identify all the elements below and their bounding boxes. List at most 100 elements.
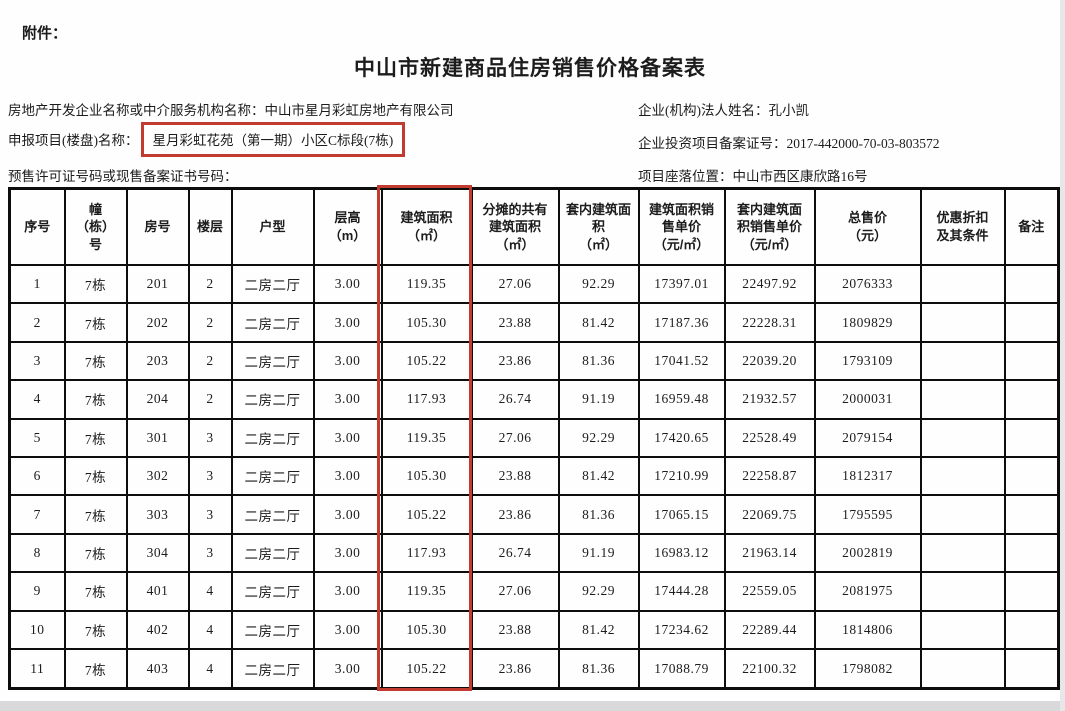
table-cell: 4	[187, 571, 233, 612]
meta-developer-label: 房地产开发企业名称或中介服务机构名称：	[8, 103, 265, 118]
table-cell	[1003, 648, 1060, 690]
table-cell: 3.00	[312, 609, 383, 651]
table-cell: 2	[187, 340, 233, 382]
table-cell: 3	[187, 417, 233, 459]
table-cell: 6	[8, 456, 66, 497]
meta-developer-value: 中山市星月彩虹房地产有限公司	[264, 103, 454, 118]
table-row: 6 7栋 302 3 二房二厅 3.00 105.30 23.88 81.42 17210.99 2…	[8, 456, 1060, 497]
table-cell: 2002819	[813, 532, 922, 574]
table-row: 9 7栋 401 4 二房二厅 3.00 119.35 27.06 92.29 17444.28 2…	[8, 571, 1060, 612]
table-cell: 二房二厅	[230, 571, 315, 612]
table-cell: 1793109	[813, 340, 922, 382]
table-cell: 201	[125, 263, 190, 305]
column-header: 户型	[230, 187, 315, 266]
page-title: 中山市新建商品住房销售价格备案表	[354, 57, 706, 80]
table-cell: 2	[8, 302, 66, 343]
table-cell: 22289.44	[723, 609, 816, 651]
filing-table-wrap: 序号幢 （栋） 号房号 楼层 户型 层高 （m） 建筑面积 （㎡） 分摊的共有 建筑面积 …	[8, 187, 1060, 690]
table-cell: 2079154	[813, 417, 922, 459]
table-cell: 9	[8, 571, 66, 612]
table-cell	[919, 532, 1006, 574]
table-cell: 105.30	[380, 456, 473, 497]
table-cell: 7栋	[63, 494, 128, 535]
table-cell: 105.22	[380, 340, 473, 382]
table-cell: 7栋	[63, 609, 128, 651]
table-cell: 8	[8, 532, 66, 574]
table-cell: 27.06	[470, 263, 560, 305]
table-cell: 3	[187, 456, 233, 497]
table-cell: 23.86	[470, 648, 560, 690]
table-cell: 7栋	[63, 340, 128, 382]
table-cell: 17420.65	[637, 417, 726, 459]
table-cell: 3.00	[312, 571, 383, 612]
table-cell: 4	[187, 648, 233, 690]
table-cell: 16959.48	[637, 379, 726, 420]
meta-project-value-highlighted: 星月彩虹花苑（第一期）小区C标段(7栋)	[140, 121, 406, 157]
table-cell: 23.88	[470, 609, 560, 651]
table-cell: 204	[125, 379, 190, 420]
table-cell	[919, 263, 1006, 305]
table-cell: 3	[187, 532, 233, 574]
table-cell: 117.93	[380, 532, 473, 574]
table-cell: 二房二厅	[230, 494, 315, 535]
table-cell: 1798082	[813, 648, 922, 690]
table-cell	[1003, 417, 1060, 459]
table-cell	[1003, 340, 1060, 382]
table-cell: 1795595	[813, 494, 922, 535]
table-cell: 1	[8, 263, 66, 305]
table-cell: 92.29	[557, 571, 640, 612]
table-cell: 302	[125, 456, 190, 497]
table-cell: 81.36	[557, 340, 640, 382]
table-cell: 二房二厅	[230, 417, 315, 459]
table-cell: 17065.15	[637, 494, 726, 535]
table-cell: 23.86	[470, 494, 560, 535]
table-cell: 二房二厅	[230, 532, 315, 574]
meta-investment-cert: 企业投资项目备案证号：2017-442000-70-03-803572	[638, 132, 939, 152]
table-cell: 3.00	[312, 417, 383, 459]
table-cell: 22258.87	[723, 456, 816, 497]
table-cell	[1003, 532, 1060, 574]
table-cell: 17187.36	[637, 302, 726, 343]
table-row: 5 7栋 301 3 二房二厅 3.00 119.35 27.06 92.29 17420.65 2…	[8, 417, 1060, 459]
table-cell: 3.00	[312, 456, 383, 497]
table-cell: 17397.01	[637, 263, 726, 305]
table-cell: 17210.99	[637, 456, 726, 497]
table-cell: 二房二厅	[230, 302, 315, 343]
table-cell: 11	[8, 648, 66, 690]
table-row: 8 7栋 304 3 二房二厅 3.00 117.93 26.74 91.19 16983.12 2…	[8, 532, 1060, 574]
table-cell: 17234.62	[637, 609, 726, 651]
table-cell: 22069.75	[723, 494, 816, 535]
table-cell: 92.29	[557, 417, 640, 459]
table-cell: 202	[125, 302, 190, 343]
table-cell	[1003, 494, 1060, 535]
table-cell: 3.00	[312, 648, 383, 690]
meta-location-value: 中山市西区康欣路16号	[732, 169, 868, 184]
table-cell: 23.88	[470, 456, 560, 497]
table-cell: 203	[125, 340, 190, 382]
table-cell: 3.00	[312, 379, 383, 420]
column-header: 楼层	[187, 187, 233, 266]
column-header: 建筑面积 （㎡）	[380, 187, 473, 266]
table-cell: 22100.32	[723, 648, 816, 690]
table-cell	[919, 494, 1006, 535]
table-cell	[1003, 571, 1060, 612]
column-header: 房号	[125, 187, 190, 266]
table-cell	[919, 379, 1006, 420]
table-cell	[1003, 263, 1060, 305]
table-cell: 22497.92	[723, 263, 816, 305]
table-cell: 105.30	[380, 302, 473, 343]
table-cell: 22559.05	[723, 571, 816, 612]
meta-location: 项目座落位置：中山市西区康欣路16号	[638, 165, 868, 185]
column-header: 总售价 （元）	[813, 187, 922, 266]
column-header: 建筑面积销 售单价 （元/㎡）	[637, 187, 726, 266]
table-cell: 27.06	[470, 571, 560, 612]
meta-investment-value: 2017-442000-70-03-803572	[786, 136, 940, 151]
table-cell: 17088.79	[637, 648, 726, 690]
table-cell: 3.00	[312, 494, 383, 535]
table-cell: 7栋	[63, 571, 128, 612]
table-cell: 3.00	[312, 263, 383, 305]
table-cell: 10	[8, 609, 66, 651]
table-cell: 117.93	[380, 379, 473, 420]
attachment-label: 附件：	[22, 25, 68, 42]
